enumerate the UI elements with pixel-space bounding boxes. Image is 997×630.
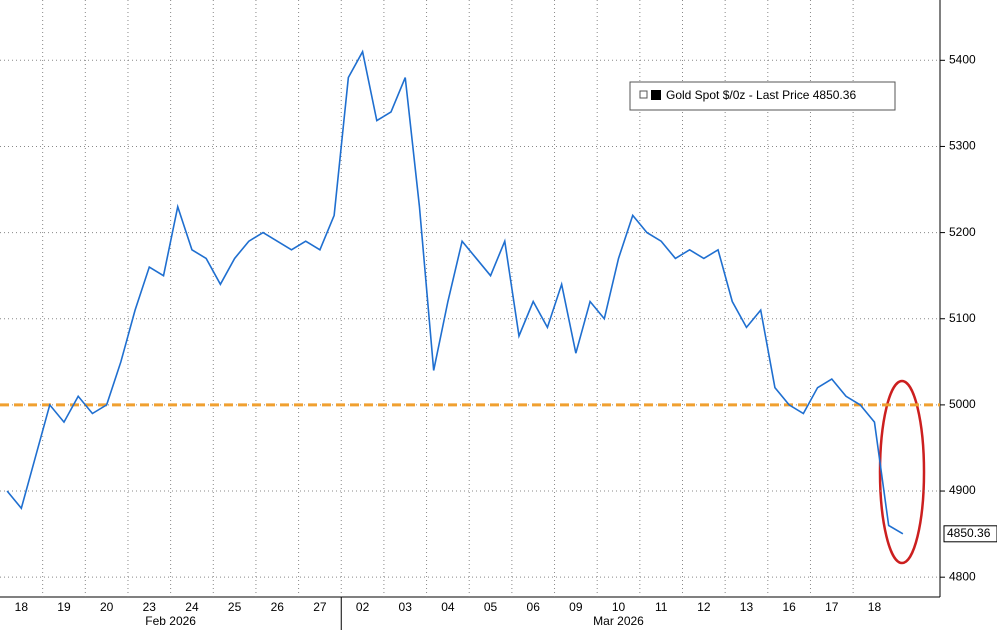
legend: Gold Spot $/0z - Last Price 4850.36 [629,81,896,111]
x-tick-label: 19 [57,600,71,614]
y-tick-label: 5300 [949,139,976,153]
x-tick-label: 25 [228,600,242,614]
x-tick-label: 18 [868,600,882,614]
y-tick-label: 4900 [949,483,976,497]
last-price-label: 4850.36 [947,526,991,540]
x-tick-label: 10 [612,600,626,614]
x-tick-label: 17 [825,600,839,614]
month-label: Mar 2026 [593,614,644,628]
x-tick-label: 05 [484,600,498,614]
y-tick-label: 5200 [949,225,976,239]
x-tick-label: 20 [100,600,114,614]
x-tick-label: 11 [655,600,668,614]
x-tick-label: 16 [782,600,796,614]
legend-swatch [651,90,661,100]
legend-toggle [639,90,648,99]
x-tick-label: 12 [697,600,711,614]
last-price-box [943,525,997,543]
x-tick-label: 26 [271,600,285,614]
x-tick-label: 13 [740,600,754,614]
x-tick-label: 18 [15,600,29,614]
y-tick-label: 5100 [949,311,976,325]
x-tick-label: 27 [313,600,327,614]
x-tick-label: 06 [527,600,541,614]
x-tick-label: 02 [356,600,370,614]
legend-box [629,81,896,111]
month-label: Feb 2026 [145,614,196,628]
legend-label: Gold Spot $/0z - Last Price 4850.36 [666,88,856,102]
x-tick-label: 03 [399,600,413,614]
x-tick-label: 09 [569,600,583,614]
x-tick-label: 24 [185,600,199,614]
y-tick-label: 5400 [949,52,976,66]
x-tick-label: 23 [143,600,157,614]
price-line [6,49,904,535]
x-tick-label: 04 [441,600,455,614]
y-tick-label: 5000 [949,397,976,411]
y-tick-label: 4800 [949,569,976,583]
highlight-ellipse [878,379,926,565]
